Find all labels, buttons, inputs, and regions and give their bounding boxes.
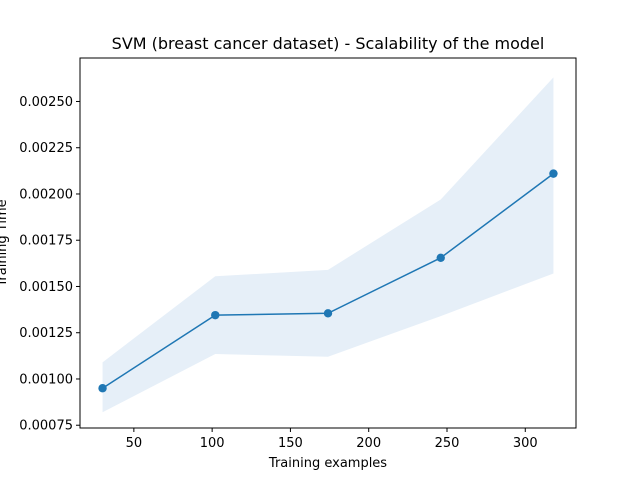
data-point: [549, 169, 558, 178]
x-axis-ticks: 50 100 150 200 250 300: [126, 428, 538, 451]
y-tick-label: 0.00225: [19, 141, 73, 156]
x-tick-label: 50: [126, 436, 143, 451]
y-tick-label: 0.00250: [19, 95, 73, 110]
y-tick-label: 0.00075: [19, 419, 73, 434]
data-point: [98, 384, 107, 393]
x-tick-label: 250: [435, 436, 460, 451]
y-tick-label: 0.00100: [19, 372, 73, 387]
y-axis-ticks: 0.00075 0.00100 0.00125 0.00150 0.00175 0.002…: [19, 95, 80, 434]
x-tick-label: 150: [278, 436, 303, 451]
plot-area: [98, 77, 558, 413]
x-tick-label: 300: [513, 436, 538, 451]
std-band-0: [102, 77, 554, 413]
x-tick-label: 200: [356, 436, 381, 451]
y-tick-label: 0.00125: [19, 326, 73, 341]
y-tick-label: 0.00175: [19, 234, 73, 249]
data-point: [436, 253, 445, 262]
data-point: [211, 310, 220, 320]
x-axis-label: Training examples: [268, 456, 387, 471]
y-tick-label: 0.00150: [19, 280, 73, 295]
x-tick-label: 100: [200, 436, 225, 451]
chart-title: SVM (breast cancer dataset) - Scalabilit…: [112, 34, 545, 53]
y-axis-label: Training Time: [0, 199, 10, 287]
data-point: [323, 309, 333, 318]
y-tick-label: 0.00200: [19, 187, 73, 202]
plot-frame: [79, 57, 577, 429]
